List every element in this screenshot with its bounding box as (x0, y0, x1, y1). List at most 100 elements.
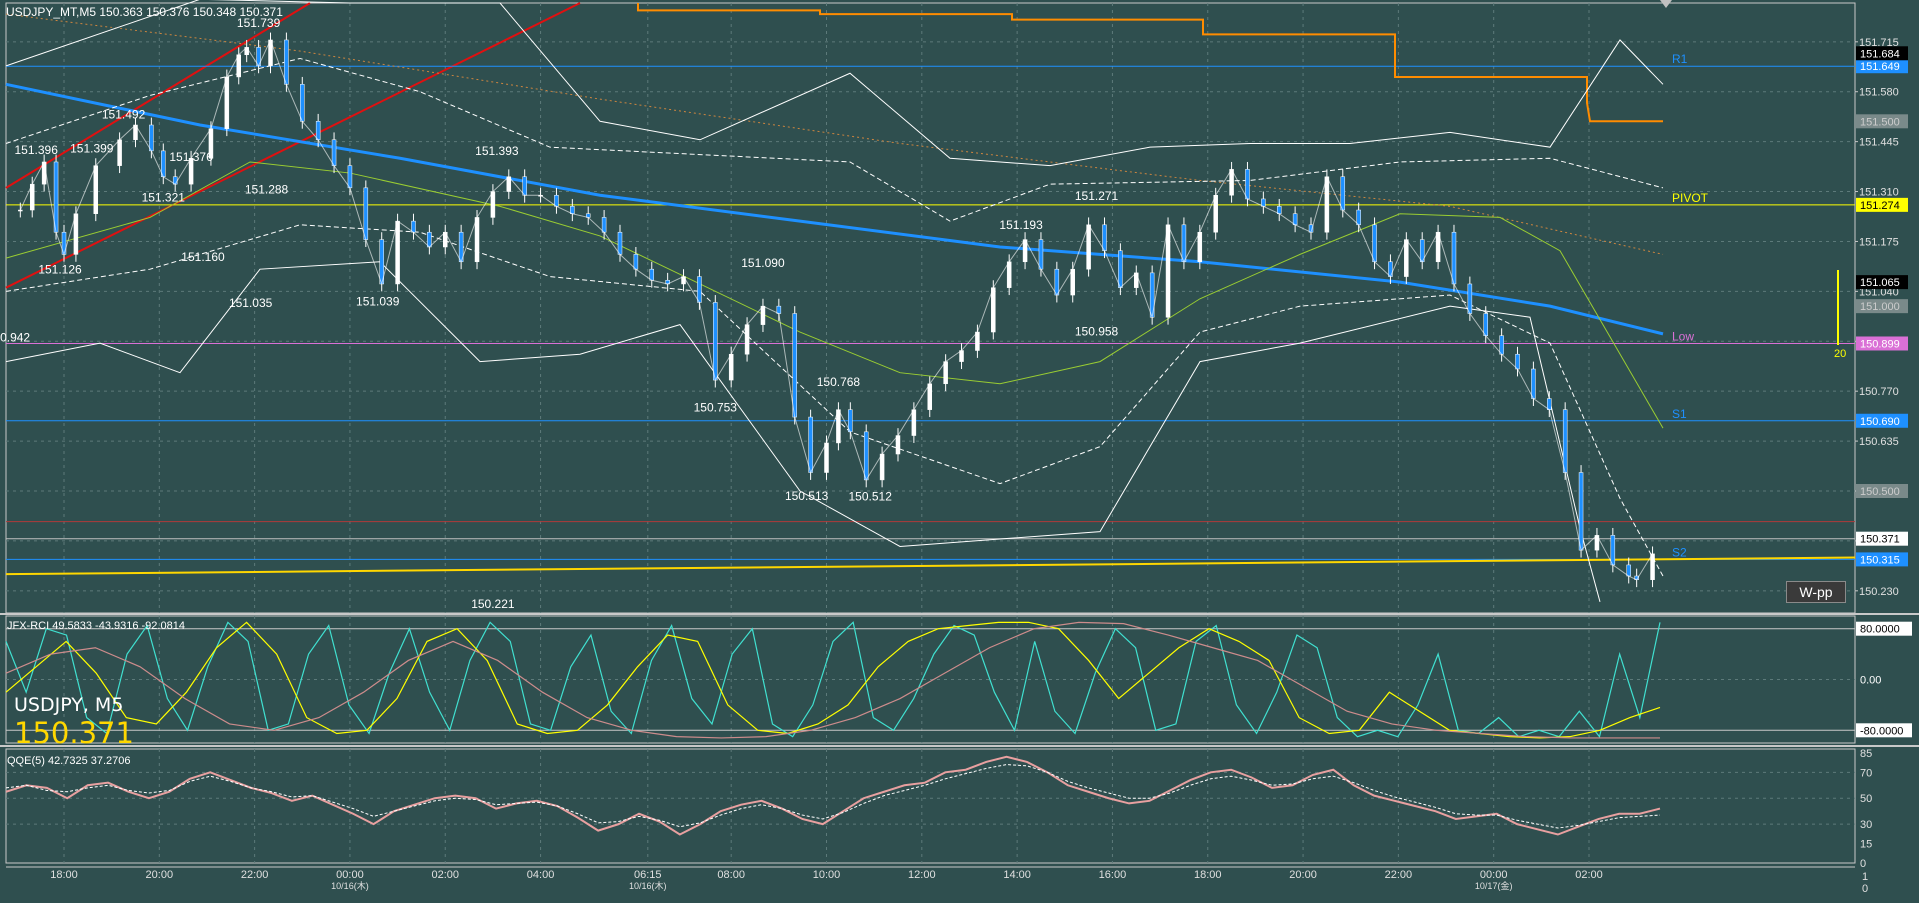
price-annotation: 151.399 (70, 142, 114, 156)
candle-body (1404, 239, 1409, 277)
candle-body (1547, 398, 1552, 410)
price-annotation: 151.035 (229, 296, 273, 310)
price-axis[interactable]: 151.715 151.580 151.445 151.310 151.175 151.0… (1855, 37, 1912, 895)
bollinger-mid-upper (5, 57, 1664, 222)
candle-body (1054, 268, 1060, 296)
price-annotation: 150.221 (471, 597, 515, 611)
date-axis-label: 10/16(木) (331, 880, 369, 891)
price-annotation: 151.393 (475, 144, 519, 158)
candle-body (1118, 250, 1123, 288)
price-tag-text: 151.684 (1860, 48, 1900, 60)
candle-body (284, 39, 289, 85)
price-annotation: 150.942 (0, 331, 30, 345)
candle-body (649, 268, 655, 281)
w-pp-button[interactable]: W-pp (1786, 581, 1846, 603)
orange-step-line (637, 3, 1663, 123)
bottom-axis-label: 0 (1862, 883, 1868, 895)
price-tag (1856, 275, 1908, 290)
candle-body (1006, 261, 1012, 288)
price-annotation: 151.321 (142, 190, 186, 204)
price-annotation: 151.039 (356, 295, 400, 309)
level-price-tag (1856, 413, 1908, 428)
price-axis-label: 150.635 (1859, 436, 1899, 448)
level-price-tag-text: 150.899 (1860, 338, 1900, 350)
price-axis-label: 151.310 (1859, 187, 1899, 199)
qqe-indicator-pane[interactable] (5, 748, 1856, 864)
candle-body (224, 76, 230, 129)
price-axis-label: 151.175 (1859, 236, 1899, 248)
qqe-axis-label: 85 (1860, 748, 1872, 760)
date-axis-label: 10/16(木) (629, 880, 667, 891)
price-overlay: 150.371 (14, 716, 134, 750)
level-price-tag-text: 151.649 (1860, 61, 1900, 73)
price-annotation: 151.271 (1075, 189, 1119, 203)
candle-body (991, 287, 996, 333)
candle-body (1340, 176, 1346, 211)
level-label-low: Low (1672, 329, 1694, 343)
main-price-pane[interactable]: R1 PIVOT Low S1 S2 151.739 151.492 151.396 151.3… (0, 0, 1919, 615)
candle-body (300, 84, 305, 122)
time-axis-label: 18:00 (1194, 869, 1222, 881)
blue-moving-average (5, 82, 1664, 336)
candle-body (792, 313, 797, 418)
level-label-pivot: PIVOT (1672, 191, 1709, 205)
candle-body (601, 217, 607, 233)
candle-body (633, 254, 639, 270)
candle-body (1070, 268, 1075, 296)
chart-symbol-header: USDJPY_MT,M5 150.363 150.376 150.348 150… (6, 5, 283, 19)
qqe-series-2 (5, 764, 1661, 829)
level-label-s2: S2 (1672, 545, 1687, 559)
price-annotation: 151.126 (38, 263, 82, 277)
time-axis-label: 02:00 (1575, 869, 1603, 881)
candle-body (490, 191, 496, 218)
time-axis-label: 16:00 (1099, 869, 1127, 881)
candle-body (1515, 353, 1520, 370)
candle-body (1610, 535, 1616, 566)
price-axis-label: 150.230 (1859, 586, 1899, 598)
price-tag (1856, 114, 1908, 129)
price-path (19, 38, 1653, 581)
time-axis-label: 22:00 (1385, 869, 1413, 881)
orange-dotted-ma (5, 13, 1664, 255)
candle-body (18, 209, 23, 212)
price-tag (1856, 531, 1908, 546)
candle-body (760, 305, 766, 325)
rci-series-2 (5, 621, 1661, 739)
qqe-axis-label: 30 (1860, 819, 1872, 831)
price-annotation: 151.396 (15, 143, 59, 157)
candle-body (744, 324, 750, 355)
candle-body (697, 276, 702, 303)
candle-body (1181, 224, 1187, 263)
time-axis-label: 20:00 (1289, 869, 1317, 881)
candle-body (1197, 231, 1203, 263)
price-tag-text: 151.500 (1860, 116, 1900, 128)
candle-body (1483, 313, 1488, 336)
qqe-series-1 (5, 755, 1661, 836)
chart-shift-marker-icon[interactable] (1660, 0, 1672, 8)
time-axis-label: 20:00 (146, 869, 174, 881)
level-price-tag (1856, 197, 1908, 212)
rci-indicator-pane[interactable] (0, 615, 1919, 747)
price-tag-text: 151.065 (1860, 277, 1900, 289)
time-axis-label: 12:00 (908, 869, 936, 881)
candle-body (1531, 368, 1536, 399)
bollinger-lower (5, 261, 1601, 603)
long-ma-line (5, 556, 1856, 576)
rci-series-1 (5, 621, 1661, 738)
level-price-tag-text: 151.274 (1860, 200, 1900, 212)
candle-body (1229, 169, 1234, 196)
candle-body (1213, 194, 1218, 233)
candle-body (617, 231, 623, 255)
bollinger-mid-lower (5, 224, 1664, 577)
price-annotation: 151.160 (181, 250, 225, 264)
time-axis-label: 04:00 (527, 869, 555, 881)
price-annotation: 150.513 (785, 489, 829, 503)
candle-body (1292, 213, 1298, 226)
date-axis-label: 10/17(金) (1475, 880, 1513, 891)
price-tag (1856, 46, 1908, 61)
price-annotation: 151.739 (237, 16, 281, 30)
level-label-s1: S1 (1672, 407, 1687, 421)
time-axis-label: 08:00 (717, 869, 745, 881)
pane-border (5, 748, 1856, 864)
